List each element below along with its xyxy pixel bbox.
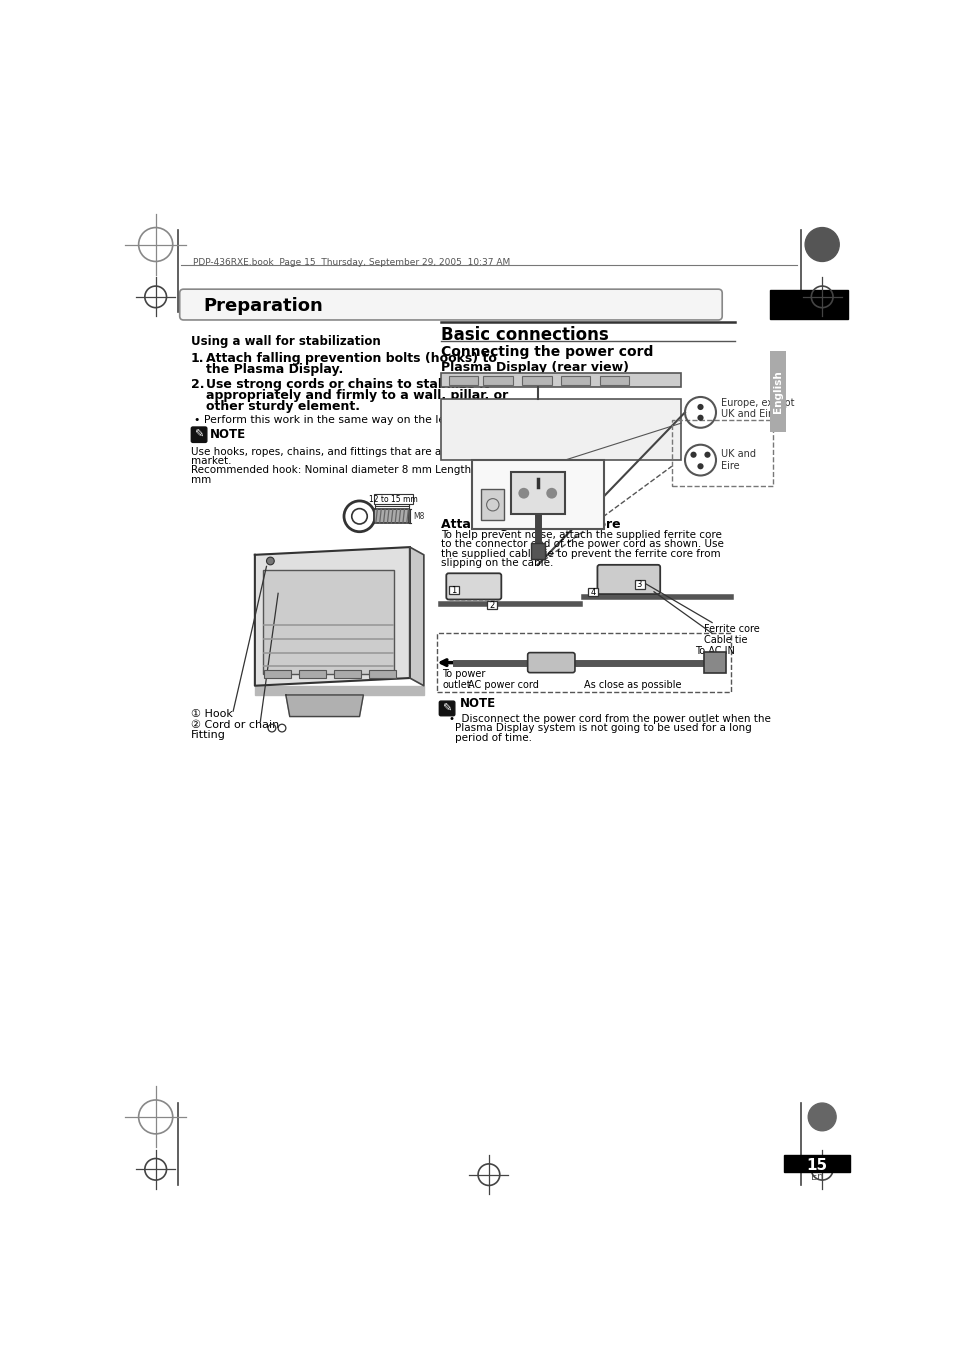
Text: • Perform this work in the same way on the left and right sides.: • Perform this work in the same way on t… xyxy=(194,415,541,424)
Polygon shape xyxy=(254,547,410,686)
Text: other sturdy element.: other sturdy element. xyxy=(206,400,359,413)
Bar xyxy=(298,670,326,678)
Text: NOTE: NOTE xyxy=(210,428,246,442)
Text: to the connector end of the power cord as shown. Use: to the connector end of the power cord a… xyxy=(440,539,723,550)
Bar xyxy=(587,588,598,596)
Text: 3: 3 xyxy=(636,581,641,589)
Text: 12 to 15 mm: 12 to 15 mm xyxy=(369,494,417,504)
Text: To AC IN: To AC IN xyxy=(695,646,735,655)
Bar xyxy=(440,399,680,461)
FancyBboxPatch shape xyxy=(527,653,575,673)
Text: slipping on the cable.: slipping on the cable. xyxy=(440,558,553,567)
Bar xyxy=(448,376,477,385)
Text: Using a wall for stabilization: Using a wall for stabilization xyxy=(191,335,380,349)
Text: Recommended hook: Nominal diameter 8 mm Length 12 to 15: Recommended hook: Nominal diameter 8 mm … xyxy=(191,466,517,476)
Text: Europe, except
UK and Eire: Europe, except UK and Eire xyxy=(720,397,794,419)
Circle shape xyxy=(697,404,703,411)
Circle shape xyxy=(697,463,703,469)
Bar xyxy=(483,376,513,385)
Text: PDP-436RXE.book  Page 15  Thursday, September 29, 2005  10:37 AM: PDP-436RXE.book Page 15 Thursday, Septem… xyxy=(193,258,510,266)
Circle shape xyxy=(517,488,529,499)
Text: M8: M8 xyxy=(413,512,424,521)
Text: UK and
Eire: UK and Eire xyxy=(720,450,756,471)
Bar xyxy=(262,570,394,674)
Text: ② Cord or chain: ② Cord or chain xyxy=(191,720,278,730)
Polygon shape xyxy=(254,686,423,694)
Circle shape xyxy=(690,451,696,458)
Text: Plasma Display system is not going to be used for a long: Plasma Display system is not going to be… xyxy=(455,723,751,734)
Text: appropriately and firmly to a wall, pillar, or: appropriately and firmly to a wall, pill… xyxy=(206,389,508,403)
Text: the Plasma Display.: the Plasma Display. xyxy=(206,363,343,376)
Text: mm: mm xyxy=(191,474,211,485)
Text: 4: 4 xyxy=(590,588,595,597)
Text: period of time.: period of time. xyxy=(455,732,531,743)
Text: the supplied cable tie to prevent the ferrite core from: the supplied cable tie to prevent the fe… xyxy=(440,549,720,559)
Bar xyxy=(521,376,551,385)
Text: 2: 2 xyxy=(489,601,495,611)
Bar xyxy=(369,670,395,678)
Text: Use hooks, ropes, chains, and fittings that are available on the: Use hooks, ropes, chains, and fittings t… xyxy=(191,447,517,457)
Text: Cable tie: Cable tie xyxy=(703,635,747,644)
Text: 05: 05 xyxy=(793,296,823,315)
Bar xyxy=(530,543,544,559)
Text: Use strong cords or chains to stabilize it: Use strong cords or chains to stabilize … xyxy=(206,378,489,392)
Text: Attach falling prevention bolts (hooks) to: Attach falling prevention bolts (hooks) … xyxy=(206,353,497,365)
Text: 1.: 1. xyxy=(191,353,204,365)
Polygon shape xyxy=(410,547,423,686)
Text: AC power cord: AC power cord xyxy=(468,680,538,689)
Text: 15: 15 xyxy=(805,1158,826,1173)
Text: Ferrite core: Ferrite core xyxy=(703,624,760,634)
Text: NOTE: NOTE xyxy=(459,697,495,709)
Bar xyxy=(783,1155,849,1173)
Text: ✎: ✎ xyxy=(194,430,204,439)
Circle shape xyxy=(546,488,557,499)
Bar xyxy=(599,376,629,385)
Bar xyxy=(634,580,644,589)
Text: ① Hook: ① Hook xyxy=(191,709,233,719)
FancyBboxPatch shape xyxy=(179,289,721,320)
Bar xyxy=(472,461,603,530)
Bar xyxy=(769,290,847,319)
Text: Fitting: Fitting xyxy=(191,731,225,740)
Polygon shape xyxy=(286,694,363,716)
Text: English: English xyxy=(772,370,782,413)
Text: As close as possible: As close as possible xyxy=(583,680,681,689)
Bar xyxy=(769,351,785,431)
Bar xyxy=(374,494,413,504)
Bar xyxy=(480,489,504,520)
Bar xyxy=(264,670,291,678)
Text: To help prevent noise, attach the supplied ferrite core: To help prevent noise, attach the suppli… xyxy=(440,530,721,540)
Bar xyxy=(448,585,458,594)
Text: •  Disconnect the power cord from the power outlet when the: • Disconnect the power cord from the pow… xyxy=(448,715,770,724)
FancyBboxPatch shape xyxy=(597,565,659,594)
Text: 1: 1 xyxy=(450,586,456,594)
FancyBboxPatch shape xyxy=(446,573,500,600)
Circle shape xyxy=(804,227,839,262)
Bar xyxy=(560,376,590,385)
Circle shape xyxy=(807,1102,835,1131)
Text: To power
outlet: To power outlet xyxy=(442,669,485,690)
Text: market.: market. xyxy=(191,457,231,466)
Bar xyxy=(703,651,725,673)
Text: Basic connections: Basic connections xyxy=(440,326,608,345)
Bar xyxy=(671,420,772,485)
Bar xyxy=(334,670,360,678)
Text: 2.: 2. xyxy=(191,378,204,392)
Text: ✎: ✎ xyxy=(442,704,452,713)
Circle shape xyxy=(703,451,710,458)
Text: Attaching the ferrite core: Attaching the ferrite core xyxy=(440,517,619,531)
Bar xyxy=(436,634,731,692)
Circle shape xyxy=(266,557,274,565)
Bar xyxy=(487,601,497,609)
Bar xyxy=(374,509,409,523)
Bar xyxy=(510,471,564,513)
Text: Connecting the power cord: Connecting the power cord xyxy=(440,345,653,358)
Circle shape xyxy=(697,415,703,422)
FancyBboxPatch shape xyxy=(192,427,207,442)
FancyBboxPatch shape xyxy=(439,701,455,716)
Text: Plasma Display (rear view): Plasma Display (rear view) xyxy=(440,361,628,374)
Text: En: En xyxy=(810,1171,822,1182)
Bar xyxy=(440,373,680,386)
Text: Preparation: Preparation xyxy=(203,297,322,315)
